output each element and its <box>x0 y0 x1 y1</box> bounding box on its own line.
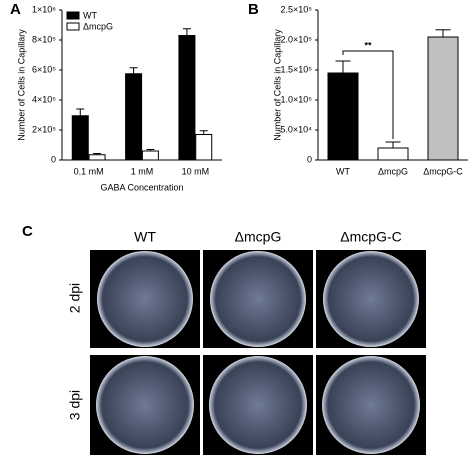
y-tick-label: 0 <box>51 154 56 164</box>
y-axis-label: Number of Cells in Capillary <box>272 29 282 141</box>
y-tick-label: 1×10⁶ <box>32 4 56 14</box>
legend-swatch <box>66 22 80 31</box>
legend-label: ΔmcpG <box>83 21 113 31</box>
column-label: WT <box>134 229 156 245</box>
row-label: 3 dpi <box>67 390 83 420</box>
x-tick-label: WT <box>336 166 350 176</box>
y-tick-label: 8×10⁵ <box>32 34 56 44</box>
x-tick-label: 0.1 mM <box>74 166 104 176</box>
bar <box>195 134 213 161</box>
panel-label: A <box>10 1 21 18</box>
y-tick-label: 4×10⁵ <box>32 94 56 104</box>
x-tick-label: ΔmcpG <box>378 166 408 176</box>
significance-label: ** <box>364 40 372 50</box>
column-label: ΔmcpG-C <box>340 229 401 245</box>
y-tick-label: 2×10⁵ <box>32 124 56 134</box>
x-tick-label: 1 mM <box>131 166 154 176</box>
y-tick-label: 6×10⁵ <box>32 64 56 74</box>
bar <box>88 154 106 161</box>
y-tick-label: 1.5×10⁵ <box>280 64 312 74</box>
x-axis-label: GABA Concentration <box>100 182 183 192</box>
bar <box>125 73 143 161</box>
y-tick-label: 5.0×10⁴ <box>280 124 312 134</box>
legend-swatch <box>66 11 80 20</box>
y-tick-label: 2.5×10⁵ <box>280 4 312 14</box>
x-tick-label: 10 mM <box>182 166 210 176</box>
legend-label: WT <box>83 10 97 20</box>
column-label: ΔmcpG <box>235 229 282 245</box>
panel-label: C <box>22 223 33 240</box>
bar <box>427 36 459 161</box>
y-tick-label: 1.0×10⁵ <box>280 94 312 104</box>
y-tick-label: 0 <box>307 154 312 164</box>
y-tick-label: 2.0×10⁵ <box>280 34 312 44</box>
bar <box>327 72 359 161</box>
significance-bracket <box>342 50 394 139</box>
panel-label: B <box>248 1 259 18</box>
x-tick-label: ΔmcpG-C <box>423 166 463 176</box>
bar <box>141 150 159 161</box>
bar <box>178 35 196 161</box>
plate-photos <box>90 250 426 455</box>
bar <box>71 115 89 161</box>
panel-c: C WT ΔmcpG ΔmcpG-C 2 dpi 3 dpi <box>22 223 426 455</box>
y-axis-label: Number of Cells in Capillary <box>16 29 26 141</box>
bar <box>377 147 409 161</box>
row-label: 2 dpi <box>67 283 83 313</box>
